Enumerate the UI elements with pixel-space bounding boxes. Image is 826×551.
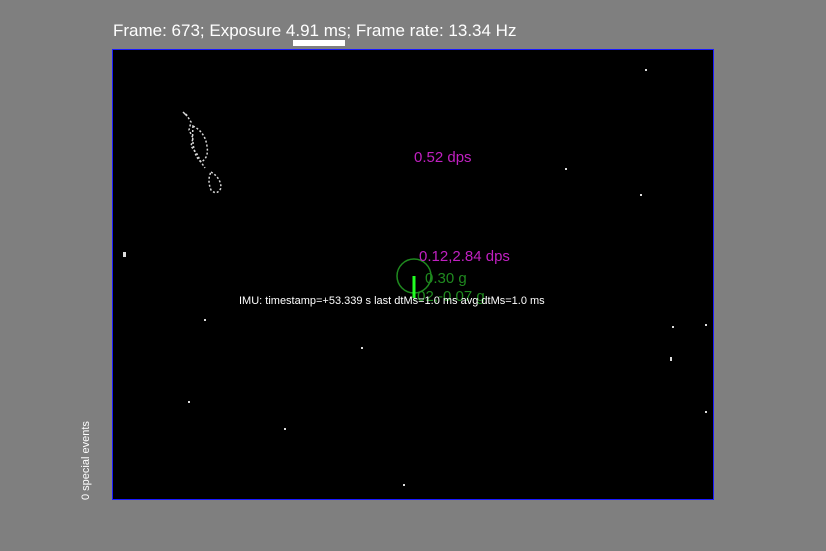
event-cluster: [182, 111, 222, 194]
event-pixel: [672, 326, 674, 328]
accel-z-label: 0.30 g: [425, 270, 467, 287]
event-pixel: [705, 411, 707, 413]
event-pixel: [123, 252, 126, 257]
event-pixel: [361, 347, 363, 349]
event-pixel: [705, 324, 707, 326]
pan-tilt-rate-label: 0.12,2.84 dps: [419, 248, 510, 265]
rotation-rate-label: 0.52 dps: [414, 149, 472, 166]
event-pixel: [645, 69, 647, 71]
event-pixel: [188, 401, 190, 403]
accel-xy-label: .02,-0.07 g: [413, 288, 485, 305]
event-pixel: [670, 357, 672, 361]
imu-info-text: IMU: timestamp=+53.339 s last dtMs=1.0 m…: [239, 295, 545, 307]
event-pixel: [640, 194, 642, 196]
event-pixel: [565, 168, 567, 170]
exposure-indicator-bar: [293, 40, 345, 46]
event-pixel: [284, 428, 286, 430]
event-pixel: [403, 484, 405, 486]
sensor-display-canvas[interactable]: 0.52 dps 0.12,2.84 dps 0.30 g .02,-0.07 …: [112, 49, 714, 500]
frame-status-text: Frame: 673; Exposure 4.91 ms; Frame rate…: [113, 21, 517, 40]
imu-overlay-graphics: [182, 111, 432, 298]
special-events-label: 0 special events: [80, 421, 92, 500]
event-pixel: [204, 319, 206, 321]
